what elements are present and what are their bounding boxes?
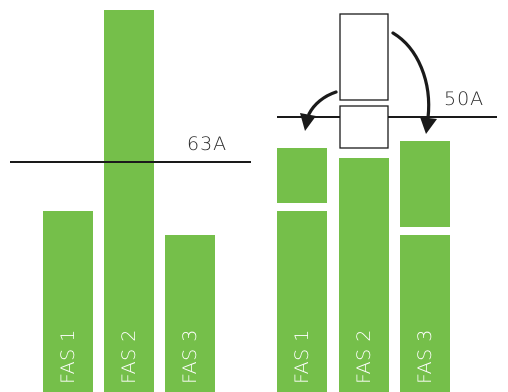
excess-load-box-lower: [339, 105, 389, 149]
left-panel: 63A FAS 1 FAS 2 FAS 3: [10, 10, 251, 392]
right-phase-label-2: FAS 2: [353, 329, 375, 384]
right-panel: 50A FAS 1 FAS 2 FAS 3: [277, 13, 497, 392]
left-limit-label: 63A: [187, 133, 227, 155]
left-bar-fas-3: [165, 235, 215, 392]
excess-load-box-upper: [339, 13, 389, 101]
right-bar-fas-2: [339, 158, 389, 392]
right-phase-label-1: FAS 1: [291, 329, 313, 384]
right-phase-label-3: FAS 3: [414, 329, 436, 384]
arrowhead-fas-1-icon: [300, 113, 316, 131]
arrowhead-fas-3-icon: [420, 117, 437, 134]
right-limit-label: 50A: [444, 88, 484, 110]
left-phase-label-1: FAS 1: [57, 329, 79, 384]
left-bar-fas-2: [104, 10, 154, 392]
arrow-to-fas-3: [391, 31, 431, 120]
right-bar-fas-1-base: [277, 211, 327, 392]
left-phase-label-2: FAS 2: [118, 329, 140, 384]
right-bar-fas-1-added-chunk: [277, 148, 327, 203]
right-bar-fas-3-base: [400, 235, 450, 392]
arrow-to-fas-1: [307, 90, 338, 116]
right-bar-fas-3-added-chunk: [400, 141, 450, 227]
left-phase-label-3: FAS 3: [179, 329, 201, 384]
left-bar-fas-1: [43, 211, 93, 392]
